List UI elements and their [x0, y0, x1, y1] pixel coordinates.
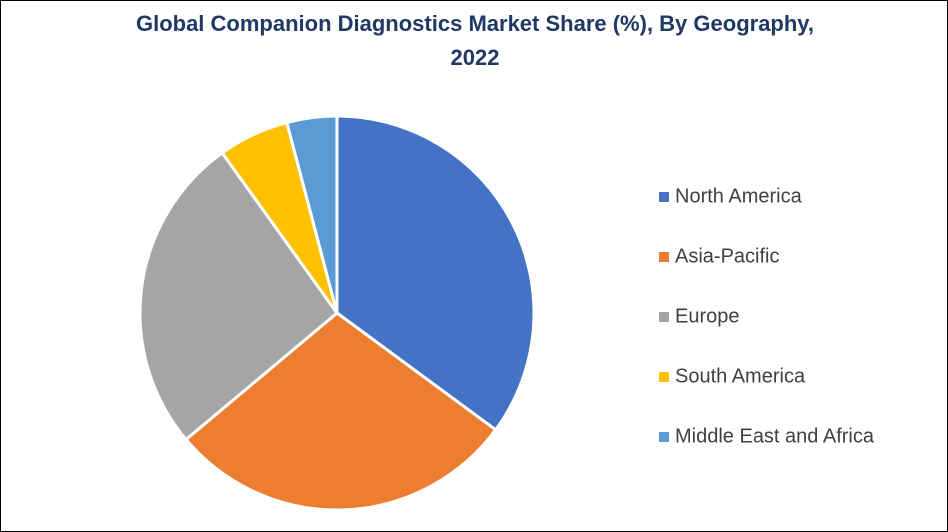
legend-swatch	[659, 192, 669, 202]
legend-swatch	[659, 372, 669, 382]
legend-label: Middle East and Africa	[675, 425, 875, 447]
pie-slice	[284, 114, 339, 314]
legend-label: North America	[675, 185, 803, 207]
legend-label: Asia-Pacific	[675, 245, 779, 267]
chart-title: Global Companion Diagnostics Market Shar…	[135, 11, 815, 70]
legend-label: Europe	[675, 305, 740, 327]
legend-swatch	[659, 312, 669, 322]
legend-swatch	[659, 252, 669, 262]
pie-slice	[138, 150, 340, 442]
pie-slice	[335, 114, 536, 432]
legend-label: South America	[675, 365, 806, 387]
pie-slice	[183, 311, 498, 512]
legend-swatch	[659, 432, 669, 442]
